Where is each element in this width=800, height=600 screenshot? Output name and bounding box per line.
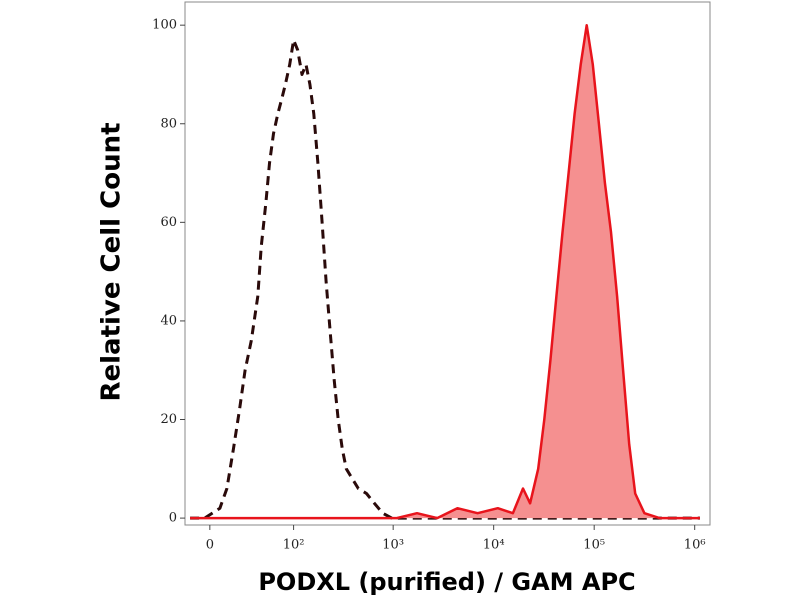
x-tick-label: 10⁶: [684, 538, 706, 553]
y-tick-label: 60: [160, 215, 177, 230]
histogram-line: [190, 23, 700, 520]
x-tick-label: 10²: [283, 538, 305, 553]
x-tick-label: 0: [206, 538, 214, 553]
y-tick-label: 0: [169, 511, 177, 526]
x-tick-label: 10⁴: [483, 538, 505, 553]
x-axis-label: PODXL (purified) / GAM APC: [258, 568, 635, 596]
x-tick-label: 10⁵: [583, 538, 605, 553]
histogram-line: [190, 38, 700, 520]
plot-frame: [184, 1, 711, 526]
histogram-area: [190, 25, 700, 519]
y-axis-label: Relative Cell Count: [97, 122, 127, 401]
y-tick-label: 100: [152, 18, 177, 33]
x-tick-label: 10³: [382, 538, 404, 553]
y-tick-label: 40: [160, 313, 177, 328]
y-tick-label: 20: [160, 412, 177, 427]
y-tick-label: 80: [160, 116, 177, 131]
